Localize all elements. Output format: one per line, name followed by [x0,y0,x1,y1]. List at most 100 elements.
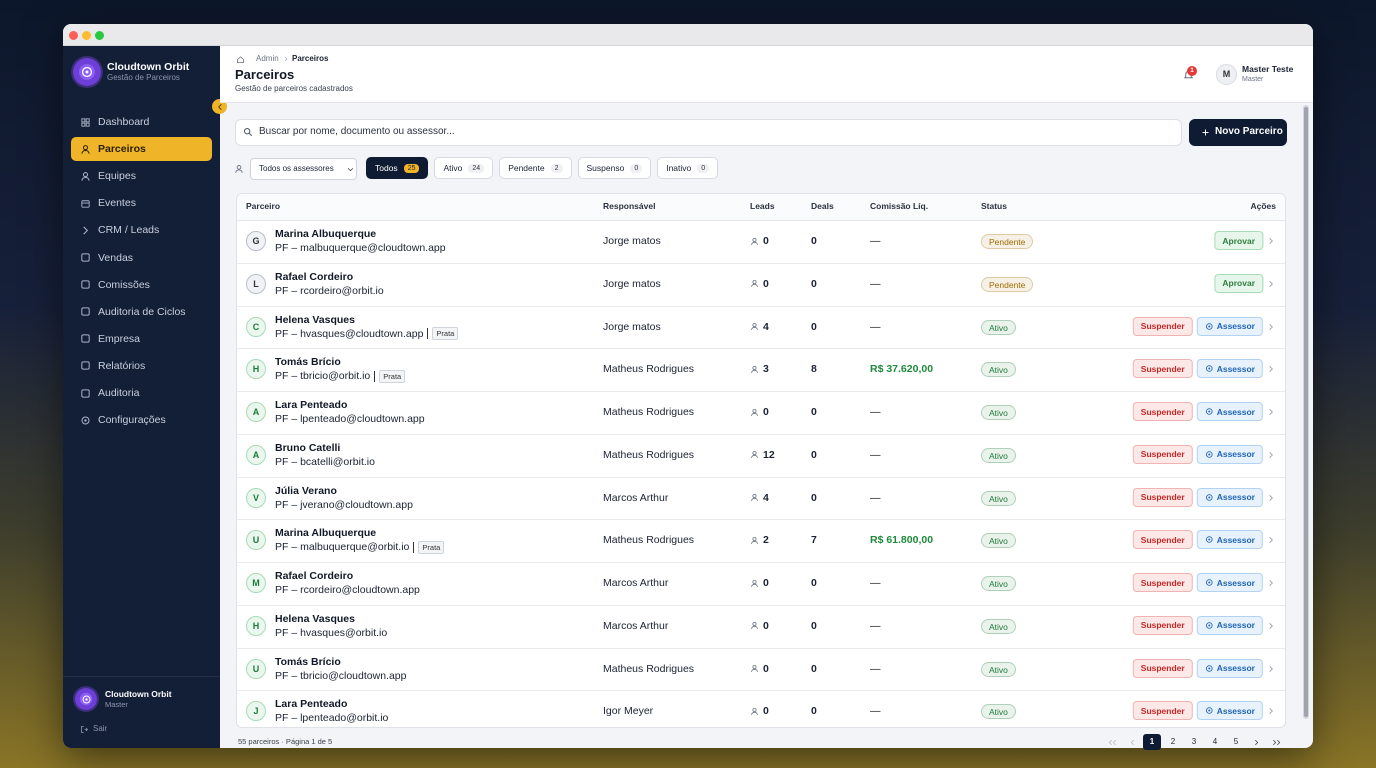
action-button[interactable]: Suspender [1132,530,1193,550]
filter-tab[interactable]: Suspenso 0 [577,157,652,179]
partner-avatar: A [246,444,266,465]
icon [82,226,88,235]
logout[interactable]: Sair [93,724,108,733]
commission: — [870,491,881,504]
action-button[interactable]: Suspender [1132,658,1193,678]
action-button[interactable]: Suspender [1132,573,1193,592]
action-label: Suspender [1140,492,1185,502]
nav-item-hit[interactable] [71,327,212,351]
action-button[interactable]: Suspender [1132,701,1193,721]
sidebar [63,46,220,748]
tab-count: 24 [468,163,485,173]
action-button[interactable]: Aprovar [1214,273,1263,293]
page-button[interactable]: 5 [1233,737,1239,746]
partner-avatar: G [246,231,266,251]
action-label: Suspender [1140,705,1185,716]
action-button[interactable]: Suspender [1132,402,1193,421]
partner-email-line: PF – lpenteado@cloudtown.app [275,411,425,427]
nav-item-hit[interactable] [71,246,212,270]
partner-avatar: A [246,402,266,422]
nav-active-bg [71,137,212,162]
partner-name: Marina Albuquerque [275,228,377,240]
icon-shape [1208,538,1211,541]
action-button[interactable]: Suspender [1132,359,1193,379]
icon-shape [750,455,758,459]
page-button[interactable]: 2 [1170,737,1176,746]
action-button[interactable]: Assessor [1196,530,1263,550]
page-button[interactable]: 1 [1143,734,1161,750]
status-badge: Ativo [981,661,1016,677]
action-button[interactable]: Assessor [1196,402,1263,421]
action-button[interactable]: Assessor [1196,444,1263,464]
page-button[interactable]: 4 [1212,737,1218,746]
action-button[interactable]: Assessor [1196,359,1263,379]
breadcrumb-item: Admin [256,54,279,63]
partner-avatar: L [246,273,266,294]
row-divider [237,348,1285,350]
filter-tab[interactable]: Todos 25 [366,157,429,179]
action-button[interactable]: Aprovar [1214,231,1263,250]
footer-role: Master [105,700,128,709]
search-box[interactable] [235,119,1182,146]
icon-shape [1205,536,1213,544]
user-avatar: M [1216,64,1237,85]
tab-label: Suspenso [586,163,625,173]
nav-item-hit[interactable] [71,381,212,405]
action-button[interactable]: Assessor [1196,701,1263,721]
icon-shape [1269,238,1273,244]
action-button[interactable]: Assessor [1196,573,1263,592]
partner-avatar: C [246,316,266,337]
page-button[interactable]: 3 [1191,737,1197,746]
action-label: Assessor [1216,321,1255,331]
nav-item-hit[interactable] [71,164,212,188]
deals: 0 [811,577,817,589]
partner-avatar: J [246,701,266,722]
table-row[interactable] [237,690,1285,732]
filter-tab[interactable]: Inativo 0 [657,157,719,179]
icon-shape [82,171,88,177]
leads: 4 [763,491,769,504]
action-button[interactable]: Suspender [1132,316,1193,336]
action-button[interactable]: Suspender [1132,487,1193,507]
action-label: Suspender [1140,577,1185,588]
assessor-filter[interactable] [250,158,357,180]
icon [750,622,758,630]
table-row[interactable] [237,263,1285,305]
user-role: Master [1242,76,1264,83]
icon-shape [751,280,757,285]
action-button[interactable]: Assessor [1196,615,1263,635]
row-actions: Suspender Assessor [1132,487,1263,507]
icon [750,493,758,501]
icon-shape [1205,621,1213,629]
tab-count: 0 [630,163,643,173]
row-divider [237,690,1285,692]
action-button[interactable]: Assessor [1196,658,1263,678]
icon-shape [80,200,90,208]
icon-shape [81,416,89,425]
action-label: Assessor [1216,406,1255,417]
icon [82,695,90,703]
partner-tier: Prata [418,540,445,554]
icon-shape [1269,708,1273,715]
filter-tab[interactable]: Ativo 24 [434,157,494,179]
filter-tab[interactable]: Pendente 2 [499,157,572,179]
icon-shape [1269,580,1273,586]
action-button[interactable]: Suspender [1132,444,1193,464]
icon [80,171,90,181]
table-row[interactable] [237,605,1285,647]
status-badge: Pendente [981,276,1034,292]
icon-shape [80,725,88,733]
action-button[interactable]: Assessor [1196,487,1263,507]
icon-shape [1208,581,1211,584]
icon-shape [80,307,90,316]
icon [1205,322,1213,330]
action-button[interactable]: Suspender [1132,615,1193,635]
icon [750,237,758,245]
icon-shape [750,326,758,330]
partner-name: Júlia Verano [275,484,337,497]
table-row[interactable] [237,434,1285,476]
action-button[interactable]: Assessor [1196,316,1263,336]
footer-name: Cloudtown Orbit [105,689,172,699]
nav-item-hit[interactable] [71,191,212,215]
